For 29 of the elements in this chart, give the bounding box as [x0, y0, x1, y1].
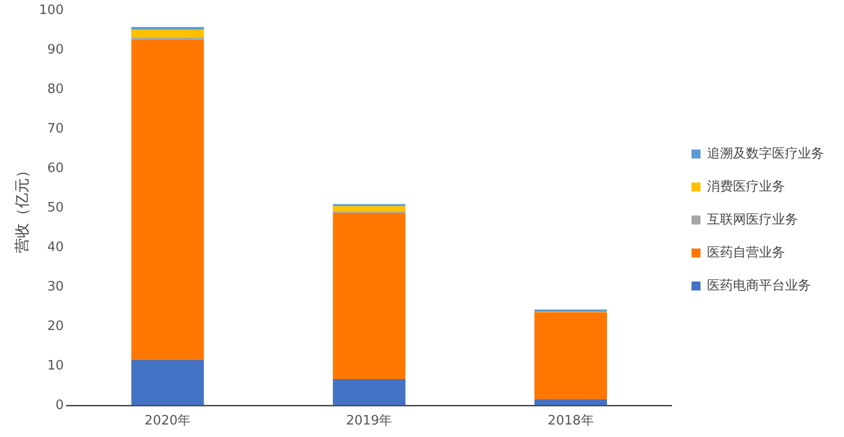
x-tick-label: 2020年 — [144, 414, 191, 429]
x-tick-label: 2018年 — [548, 414, 594, 429]
y-tick-label: 0 — [56, 398, 64, 413]
y-tick-label: 60 — [47, 161, 64, 176]
bar — [534, 312, 607, 400]
bar — [534, 399, 607, 406]
legend-label: 消费医疗业务 — [707, 179, 785, 194]
y-tick-label: 50 — [47, 200, 64, 216]
y-tick-label: 10 — [47, 358, 64, 374]
y-tick-label: 80 — [47, 82, 64, 98]
x-tick-label: 2019年 — [346, 414, 392, 429]
y-tick-label: 20 — [47, 318, 64, 334]
y-tick-label: 100 — [38, 3, 64, 18]
bar — [332, 212, 406, 379]
bar — [131, 40, 204, 360]
y-axis-title: 营收（亿元） — [12, 163, 31, 254]
y-tick-label: 40 — [47, 240, 64, 255]
bar — [332, 206, 406, 212]
bar — [131, 26, 204, 30]
legend-label: 追溯及数字医疗业务 — [707, 145, 824, 162]
bar — [131, 30, 204, 38]
legend-label: 互联网医疗业务 — [707, 212, 798, 228]
y-tick-label: 30 — [47, 279, 64, 294]
legend-label: 医药电商平台业务 — [707, 278, 811, 294]
bar — [131, 360, 204, 406]
y-tick-label: 90 — [47, 42, 64, 58]
bar — [332, 378, 406, 406]
y-tick-label: 70 — [47, 122, 64, 137]
legend-label: 医药自营业务 — [707, 245, 785, 260]
